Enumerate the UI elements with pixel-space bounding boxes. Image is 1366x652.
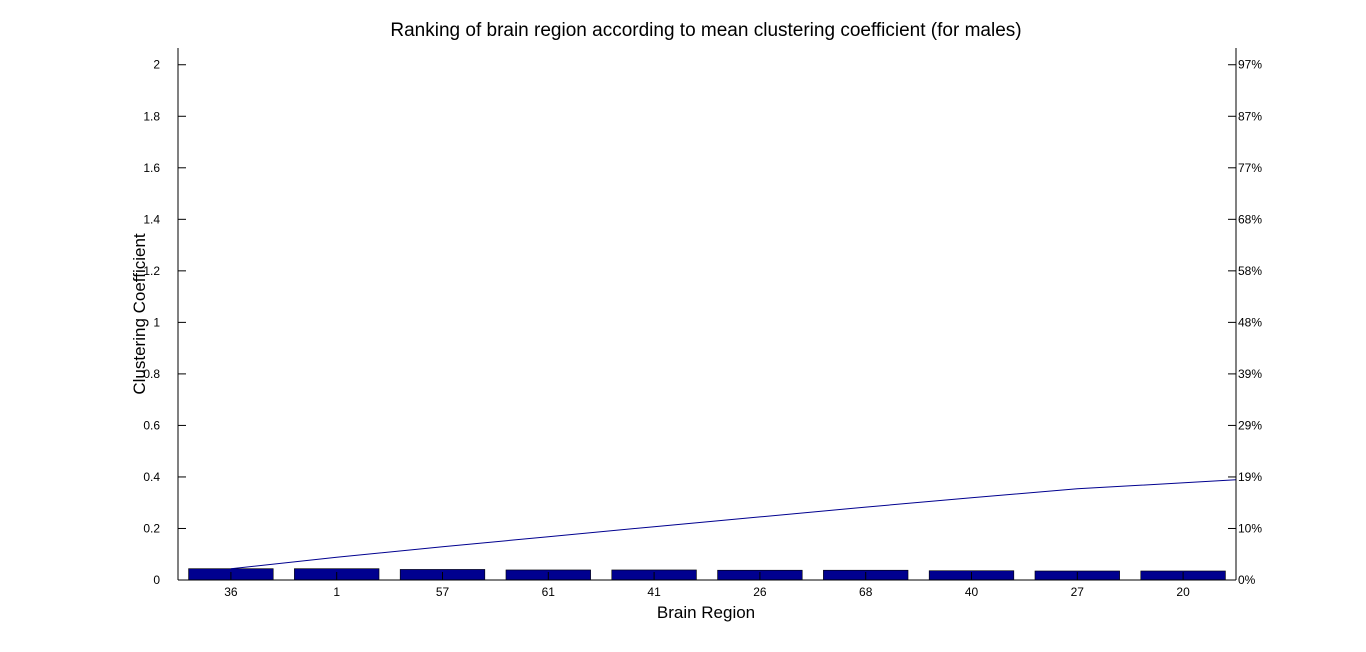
x-tick-label: 36 xyxy=(224,585,238,599)
y2-tick-label: 10% xyxy=(1238,521,1262,535)
cumulative-line xyxy=(230,479,1237,570)
x-axis-label: Brain Region xyxy=(657,603,755,622)
y2-tick-label: 29% xyxy=(1238,418,1262,432)
x-tick-label: 41 xyxy=(647,585,661,599)
y-tick-label: 0.8 xyxy=(143,367,160,381)
y-tick-label: 1.8 xyxy=(143,109,160,123)
y-tick-label: 0 xyxy=(153,573,160,587)
y-tick-label: 1 xyxy=(153,315,160,329)
x-tick-label: 68 xyxy=(859,585,873,599)
y-axis-label: Clustering Coefficient xyxy=(130,233,149,395)
y-tick-label: 1.2 xyxy=(143,264,160,278)
y2-tick-label: 68% xyxy=(1238,212,1262,226)
x-tick-label: 57 xyxy=(436,585,450,599)
x-tick-label: 20 xyxy=(1176,585,1190,599)
y2-tick-label: 39% xyxy=(1238,367,1262,381)
y-tick-label: 0.2 xyxy=(143,521,160,535)
y2-tick-label: 97% xyxy=(1238,58,1262,72)
x-tick-label: 26 xyxy=(753,585,767,599)
y2-tick-label: 58% xyxy=(1238,264,1262,278)
x-tick-label: 40 xyxy=(965,585,979,599)
y-tick-label: 0.6 xyxy=(143,418,160,432)
y2-tick-label: 77% xyxy=(1238,161,1262,175)
y2-tick-label: 19% xyxy=(1238,470,1262,484)
y-tick-label: 0.4 xyxy=(143,470,160,484)
x-tick-label: 61 xyxy=(542,585,556,599)
x-tick-label: 27 xyxy=(1071,585,1085,599)
y-tick-label: 1.6 xyxy=(143,161,160,175)
y-tick-label: 1.4 xyxy=(143,212,160,226)
y2-tick-label: 0% xyxy=(1238,573,1256,587)
y2-tick-label: 87% xyxy=(1238,109,1262,123)
y2-tick-label: 48% xyxy=(1238,315,1262,329)
x-tick-label: 1 xyxy=(333,585,340,599)
plot-area: 0 0.2 0.4 0.6 0.8 1 1.2 1.4 1.6 1.8 2 0% 10% 19% 29% 39… xyxy=(143,48,1262,599)
y-tick-label: 2 xyxy=(153,58,160,72)
chart-title: Ranking of brain region according to mea… xyxy=(390,20,1021,41)
